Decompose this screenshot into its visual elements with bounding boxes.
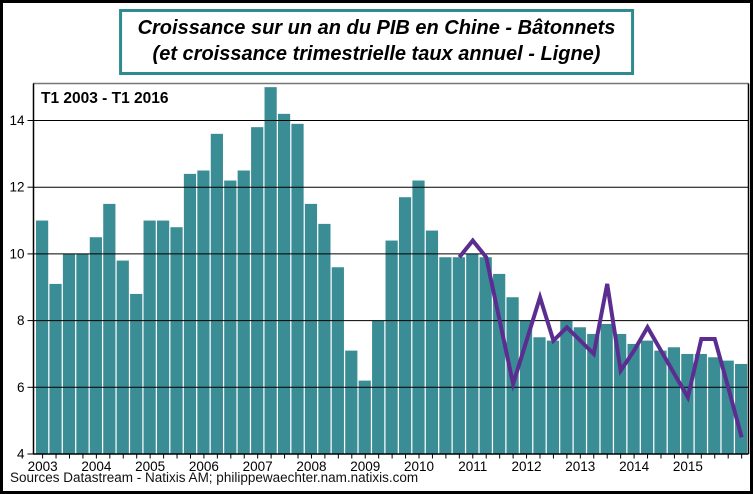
quarterly-annualized-growth-line: [457, 237, 744, 438]
gdp-yoy-bar-2003-T2: [49, 283, 62, 454]
gdp-yoy-bar-2005-T3: [170, 227, 183, 454]
gdp-yoy-bar-2006-T1: [197, 170, 210, 454]
gdp-yoy-bar-2006-T3: [224, 180, 237, 454]
x-year-label-2006: 2006: [189, 459, 219, 474]
y-tick-label-12: 12: [9, 180, 24, 195]
x-year-label-2011: 2011: [458, 459, 487, 474]
chart-title-line-2: (et croissance trimestrielle taux annuel…: [152, 43, 601, 65]
chart-title-box: Croissance sur un an du PIB en Chine - B…: [118, 9, 635, 75]
gdp-yoy-bar-2014-T3: [654, 350, 667, 454]
gdp-yoy-bar-2007-T4: [291, 123, 304, 454]
period-range-label: T1 2003 - T1 2016: [41, 90, 169, 107]
source-attribution: Sources Datastream - Natixis AM; philipp…: [10, 470, 419, 485]
gdp-yoy-bar-2014-T4: [667, 347, 681, 454]
gdp-yoy-bar-2004-T1: [89, 237, 102, 454]
gdp-yoy-bar-2011-T3: [493, 273, 506, 454]
gdp-yoy-bar-2010-T1: [412, 180, 425, 454]
gdp-yoy-bar-2015-T3: [708, 357, 721, 454]
gdp-yoy-bar-2008-T3: [331, 267, 344, 454]
gdp-yoy-bar-2013-T3: [600, 323, 613, 454]
x-year-label-2005: 2005: [135, 459, 165, 474]
gdp-yoy-bar-2008-T2: [318, 223, 331, 454]
gdp-yoy-bar-2005-T2: [156, 220, 170, 454]
gdp-yoy-bar-2016-T1: [735, 363, 748, 454]
gdp-yoy-bar-2008-T4: [345, 350, 358, 454]
gdp-yoy-bar-2007-T3: [277, 113, 291, 454]
gdp-yoy-bar-2004-T3: [116, 260, 129, 454]
gdp-yoy-bar-2015-T2: [694, 353, 707, 454]
y-tick-label-14: 14: [9, 113, 25, 128]
gdp-yoy-bar-2014-T2: [640, 340, 654, 454]
x-year-label-2009: 2009: [350, 459, 380, 474]
gdp-yoy-bar-2012-T3: [546, 340, 560, 454]
gdp-yoy-bar-2003-T4: [76, 253, 89, 454]
gdp-yoy-bar-2007-T1: [251, 127, 264, 455]
y-tick-label-8: 8: [17, 313, 25, 328]
x-year-label-2013: 2013: [565, 459, 595, 474]
gdp-yoy-bar-2005-T4: [183, 173, 197, 455]
gdp-yoy-bar-2006-T2: [210, 133, 223, 454]
x-year-label-2014: 2014: [619, 459, 650, 474]
x-year-label-2008: 2008: [296, 459, 326, 474]
x-year-label-2010: 2010: [404, 459, 434, 474]
gdp-yoy-bar-2009-T3: [385, 240, 398, 454]
gdp-yoy-bar-2015-T1: [681, 353, 694, 454]
gdp-yoy-bar-2009-T1: [358, 380, 371, 454]
gdp-yoy-bar-2003-T1: [36, 220, 49, 454]
gdp-yoy-bar-2010-T3: [439, 257, 452, 454]
gdp-yoy-bar-2007-T2: [264, 87, 277, 455]
gdp-yoy-bar-2005-T1: [143, 220, 156, 454]
gdp-yoy-bar-2009-T4: [398, 197, 412, 454]
x-year-label-2015: 2015: [673, 459, 703, 474]
gdp-yoy-bar-2008-T1: [304, 203, 318, 455]
chart-title-line-1: Croissance sur un an du PIB en Chine - B…: [137, 17, 616, 39]
gdp-chart-plot: 4 6 8 10 12 14 2003 2004 2005 2006 2007 2008 2009 201…: [9, 82, 750, 474]
gdp-yoy-bar-2011-T1: [466, 253, 479, 454]
y-tick-label-6: 6: [17, 380, 25, 395]
x-year-label-2007: 2007: [243, 459, 273, 474]
gdp-yoy-bar-2010-T4: [452, 257, 465, 454]
x-year-label-2004: 2004: [81, 459, 112, 474]
gdp-yoy-bar-2011-T2: [479, 257, 492, 454]
gdp-yoy-bar-2013-T1: [573, 327, 586, 454]
gdp-yoy-bar-2014-T1: [627, 343, 640, 454]
gdp-yoy-bar-2004-T2: [103, 203, 116, 455]
y-tick-label-4: 4: [17, 447, 25, 462]
gdp-yoy-bar-2004-T4: [130, 293, 143, 454]
gdp-yoy-bar-2010-T2: [425, 230, 439, 454]
x-year-label-2012: 2012: [512, 459, 542, 474]
y-tick-label-10: 10: [9, 246, 24, 261]
gdp-yoy-bar-2003-T3: [62, 253, 76, 454]
gdp-yoy-bar-2013-T2: [587, 333, 600, 454]
gdp-yoy-bar-2006-T4: [237, 170, 250, 454]
x-year-label-2003: 2003: [28, 459, 58, 474]
gdp-yoy-bar-2015-T4: [721, 360, 734, 454]
gdp-yoy-bar-2012-T2: [533, 337, 546, 454]
